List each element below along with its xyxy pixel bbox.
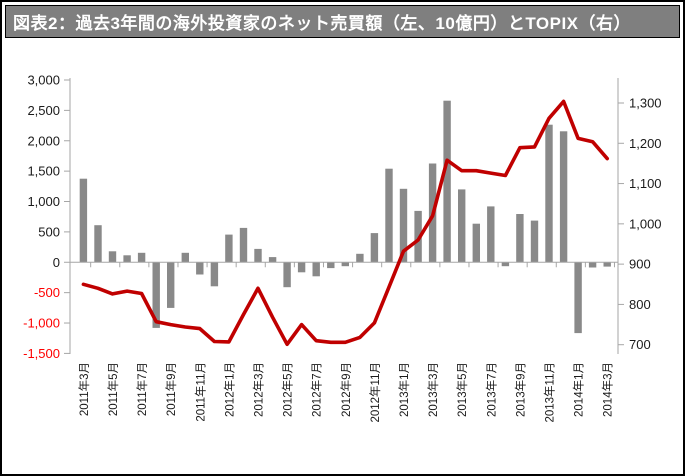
bar-2012年5月 — [283, 262, 291, 288]
axis-tick-label: 1,300 — [629, 96, 662, 111]
x-axis-label: 2013年5月 — [455, 362, 469, 417]
chart-title: 図表2：過去3年間の海外投資家のネット売買額（左、10億円）とTOPIX（右） — [13, 14, 632, 33]
bar-2013年5月 — [458, 189, 466, 263]
bar-2014年1月 — [574, 262, 582, 334]
bar-2014年3月 — [603, 262, 611, 267]
bar-2012年2月 — [239, 227, 248, 263]
x-axis-label: 2012年3月 — [252, 362, 266, 417]
axis-tick-label: 2,000 — [27, 133, 60, 148]
x-axis-label: 2012年11月 — [368, 362, 382, 423]
x-axis-label: 2011年5月 — [106, 362, 120, 416]
bar-2012年10月 — [356, 253, 364, 263]
axis-tick-label: 500 — [38, 224, 60, 239]
bar-2011年5月 — [108, 251, 117, 263]
bar-2012年6月 — [297, 262, 306, 273]
x-axis-label: 2014年3月 — [601, 362, 615, 417]
x-axis-label: 2013年3月 — [426, 362, 440, 417]
x-axis-label: 2013年7月 — [484, 362, 498, 417]
bar-2011年10月 — [181, 252, 189, 263]
axis-tick-label: 2,500 — [27, 103, 60, 118]
bar-2011年7月 — [137, 252, 146, 263]
bar-2011年6月 — [123, 255, 131, 263]
x-axis-label: 2012年1月 — [222, 362, 236, 417]
axis-tick-label: 1,100 — [629, 176, 662, 191]
bar-2013年7月 — [487, 206, 495, 263]
bar-2013年4月 — [443, 100, 451, 263]
bar-2011年11月 — [196, 262, 204, 275]
x-axis-label: 2012年7月 — [310, 362, 324, 417]
bar-2012年8月 — [327, 262, 335, 269]
bar-2011年3月 — [79, 178, 88, 263]
bar-2013年12月 — [559, 131, 568, 263]
axis-tick-label: 900 — [629, 257, 651, 272]
bar-2014年2月 — [588, 262, 597, 268]
x-axis-label: 2013年11月 — [543, 362, 557, 423]
x-axis-label: 2011年11月 — [193, 362, 207, 422]
bar-2011年12月 — [210, 262, 219, 287]
bar-2013年10月 — [530, 220, 539, 263]
bar-2011年9月 — [167, 262, 175, 308]
x-axis-label: 2013年1月 — [397, 362, 411, 417]
bar-2013年1月 — [399, 188, 408, 263]
topix-line — [81, 99, 610, 347]
axis-tick-label: 1,000 — [27, 194, 60, 209]
bar-2012年12月 — [385, 168, 393, 263]
x-axis-label: 2014年1月 — [572, 362, 586, 417]
axis-tick-label: 800 — [629, 297, 651, 312]
x-axis-label: 2012年9月 — [339, 362, 353, 417]
axis-tick-label: 1,200 — [629, 136, 662, 151]
bar-2012年7月 — [312, 262, 320, 277]
bar-2012年9月 — [341, 262, 349, 267]
bar-2013年8月 — [501, 262, 510, 267]
bar-2011年4月 — [94, 225, 102, 263]
bar-2012年3月 — [254, 248, 262, 263]
axis-tick-label: -500 — [34, 285, 60, 300]
axis-tick-label: 1,000 — [629, 216, 662, 231]
x-axis-label: 2011年7月 — [135, 362, 149, 416]
x-axis-label: 2013年9月 — [513, 362, 527, 417]
x-axis-label: 2011年3月 — [77, 362, 91, 416]
bar-2013年6月 — [472, 223, 480, 263]
bar-2012年11月 — [370, 233, 379, 263]
axis-tick-label: 0 — [53, 255, 60, 270]
axis-tick-label: -1,500 — [23, 346, 60, 361]
axis-tick-label: 3,000 — [27, 73, 60, 88]
axis-tick-label: 1,500 — [27, 164, 60, 179]
bar-2012年4月 — [268, 257, 277, 263]
bar-2013年11月 — [545, 124, 553, 263]
x-axis-label: 2011年9月 — [164, 362, 178, 416]
axis-tick-label: 700 — [629, 337, 651, 352]
axis-tick-label: -1,000 — [23, 316, 60, 331]
bar-2013年9月 — [516, 214, 524, 263]
bar-2011年8月 — [152, 262, 160, 328]
bar-2012年1月 — [225, 234, 233, 263]
x-axis-label: 2012年5月 — [281, 362, 295, 417]
chart-title-bar: 図表2：過去3年間の海外投資家のネット売買額（左、10億円）とTOPIX（右） — [5, 5, 680, 38]
